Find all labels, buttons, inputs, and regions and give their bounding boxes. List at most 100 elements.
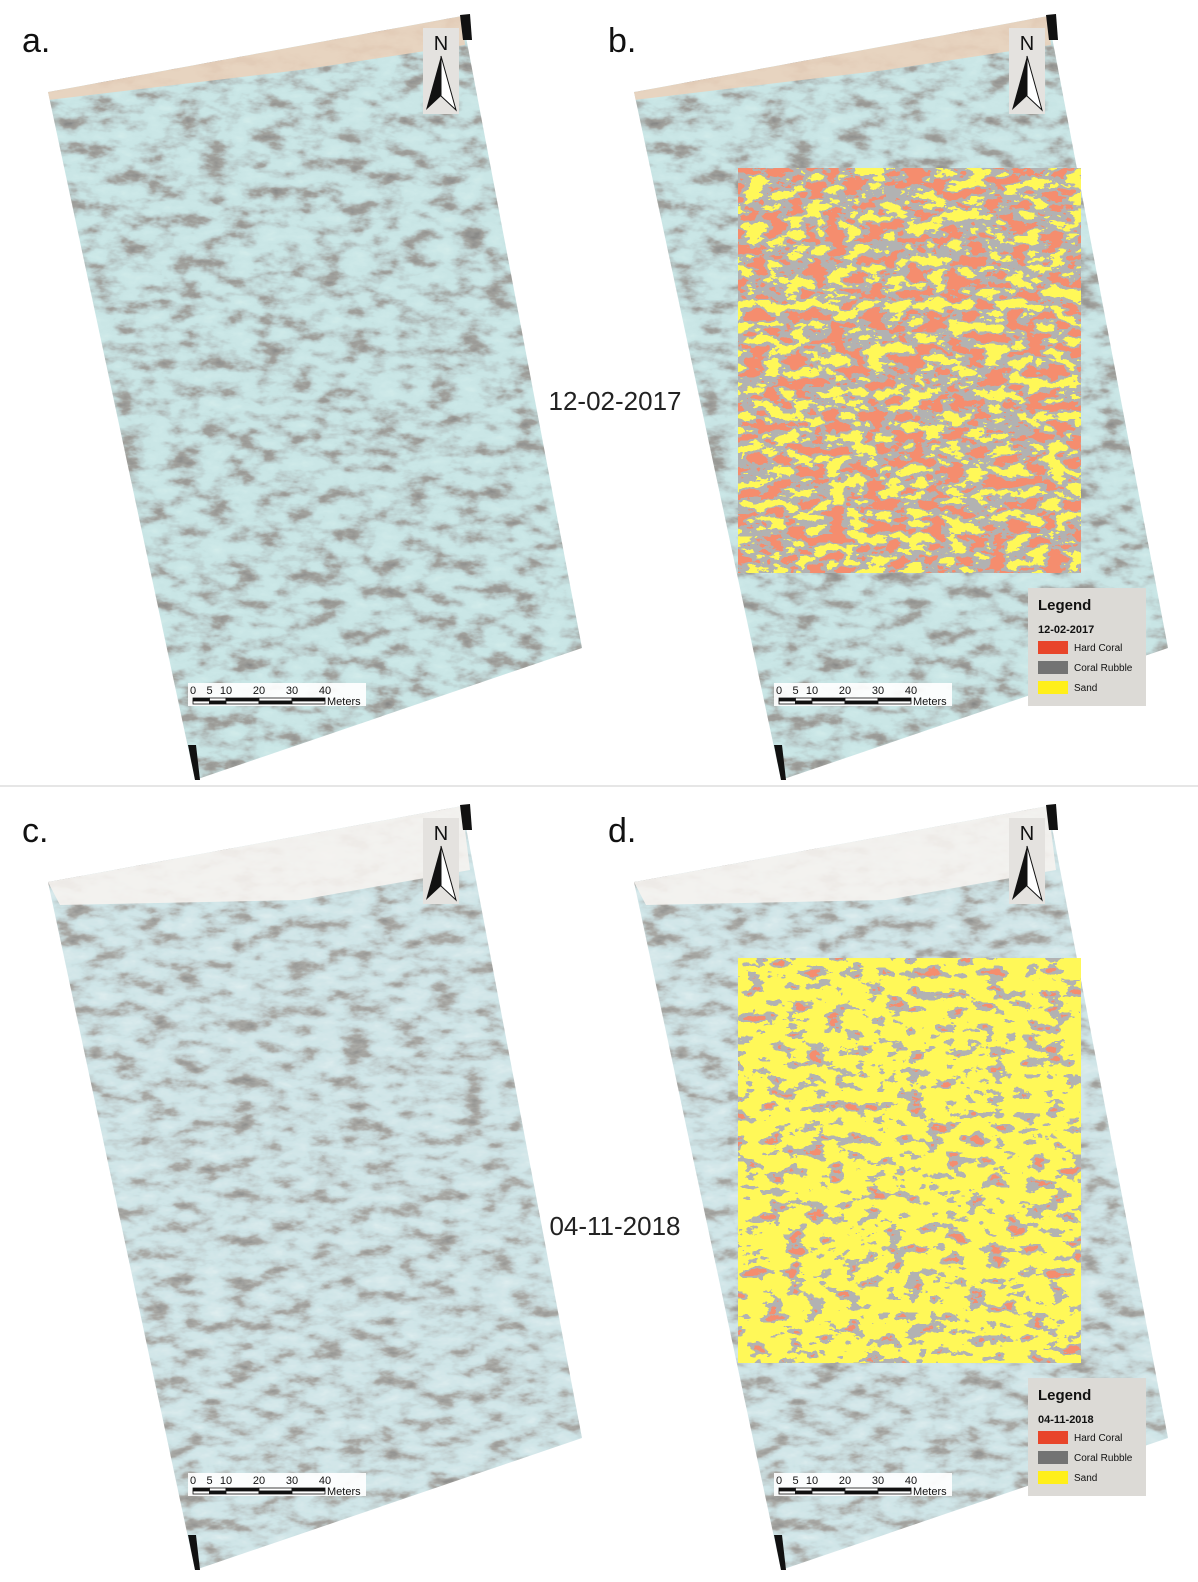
scale-segment [796,698,813,701]
scale-tick-label: 30 [872,685,884,697]
scale-segment [796,1491,813,1494]
panel-label: c. [22,812,48,850]
legend-swatch [1038,641,1068,654]
scale-tick-label: 30 [286,685,298,697]
scale-segment [193,701,210,704]
scale-tick-label: 5 [792,685,798,697]
aerial-image [40,800,590,1575]
panel-label: a. [22,22,50,60]
classification-map [738,958,1081,1363]
legend-swatch [1038,661,1068,674]
legend-swatch [1038,1471,1068,1484]
scale-segment [210,1488,227,1491]
aerial-image [40,10,590,785]
scale-segment [812,701,845,704]
north-label: N [434,33,448,55]
scale-segment [779,1491,796,1494]
scale-segment [292,1491,325,1494]
scale-segment [779,701,796,704]
scale-tick-label: 5 [206,685,212,697]
scale-unit: Meters [327,696,361,708]
legend-item: Coral Rubble [1074,1453,1133,1464]
scale-segment [878,701,911,704]
scale-tick-label: 10 [806,685,818,697]
scale-segment [226,1488,259,1491]
north-label: N [434,823,448,845]
scale-tick-label: 10 [220,1475,232,1487]
scale-segment [878,1491,911,1494]
legend-item: Sand [1074,683,1097,694]
legend-date: 12-02-2017 [1038,624,1094,636]
scale-segment [193,698,210,701]
scale-tick-label: 20 [839,1475,851,1487]
legend-date: 04-11-2018 [1038,1414,1094,1426]
scale-segment [812,1491,845,1494]
scale-segment [292,1488,325,1491]
scale-tick-label: 20 [253,685,265,697]
scale-segment [226,701,259,704]
scale-segment [878,1488,911,1491]
legend-swatch [1038,1451,1068,1464]
scale-segment [226,1491,259,1494]
legend-item: Sand [1074,1473,1097,1484]
north-label: N [1020,33,1034,55]
legend-title: Legend [1038,597,1091,614]
scale-segment [779,1488,796,1491]
scale-segment [812,698,845,701]
scale-segment [845,698,878,701]
legend-item: Hard Coral [1074,643,1122,654]
legend-swatch [1038,681,1068,694]
scale-segment [779,698,796,701]
scale-tick-label: 10 [220,685,232,697]
date-label: 04-11-2018 [549,1211,680,1241]
scale-segment [259,701,292,704]
panel-label: b. [608,22,636,60]
scale-segment [210,698,227,701]
scale-unit: Meters [327,1486,361,1498]
scale-segment [845,1491,878,1494]
scale-segment [259,698,292,701]
scale-segment [845,1488,878,1491]
panel-label: d. [608,812,636,850]
scale-tick-label: 30 [286,1475,298,1487]
scale-segment [226,698,259,701]
legend-item: Hard Coral [1074,1433,1122,1444]
scale-tick-label: 20 [839,685,851,697]
scale-tick-label: 0 [190,685,196,697]
figure: 12-02-2017 04-11-2018 a.N0510203040Meter… [0,0,1198,1582]
legend-title: Legend [1038,1387,1091,1404]
scale-segment [845,701,878,704]
scale-segment [878,698,911,701]
page: 12-02-2017 04-11-2018 a.N0510203040Meter… [0,0,1198,1582]
scale-segment [812,1488,845,1491]
scale-segment [193,1488,210,1491]
date-label: 12-02-2017 [549,386,682,416]
scale-tick-label: 30 [872,1475,884,1487]
legend-swatch [1038,1431,1068,1444]
scale-tick-label: 0 [776,1475,782,1487]
scale-unit: Meters [913,1486,947,1498]
scale-tick-label: 5 [792,1475,798,1487]
scale-segment [193,1491,210,1494]
classification-map [738,168,1081,573]
scale-segment [796,1488,813,1491]
scale-tick-label: 10 [806,1475,818,1487]
legend-item: Coral Rubble [1074,663,1133,674]
scale-segment [259,1488,292,1491]
scale-segment [796,701,813,704]
scale-segment [292,701,325,704]
scale-tick-label: 0 [190,1475,196,1487]
scale-tick-label: 0 [776,685,782,697]
north-label: N [1020,823,1034,845]
scale-tick-label: 20 [253,1475,265,1487]
scale-segment [210,1491,227,1494]
scale-unit: Meters [913,696,947,708]
scale-segment [210,701,227,704]
scale-segment [292,698,325,701]
scale-tick-label: 5 [206,1475,212,1487]
scale-segment [259,1491,292,1494]
